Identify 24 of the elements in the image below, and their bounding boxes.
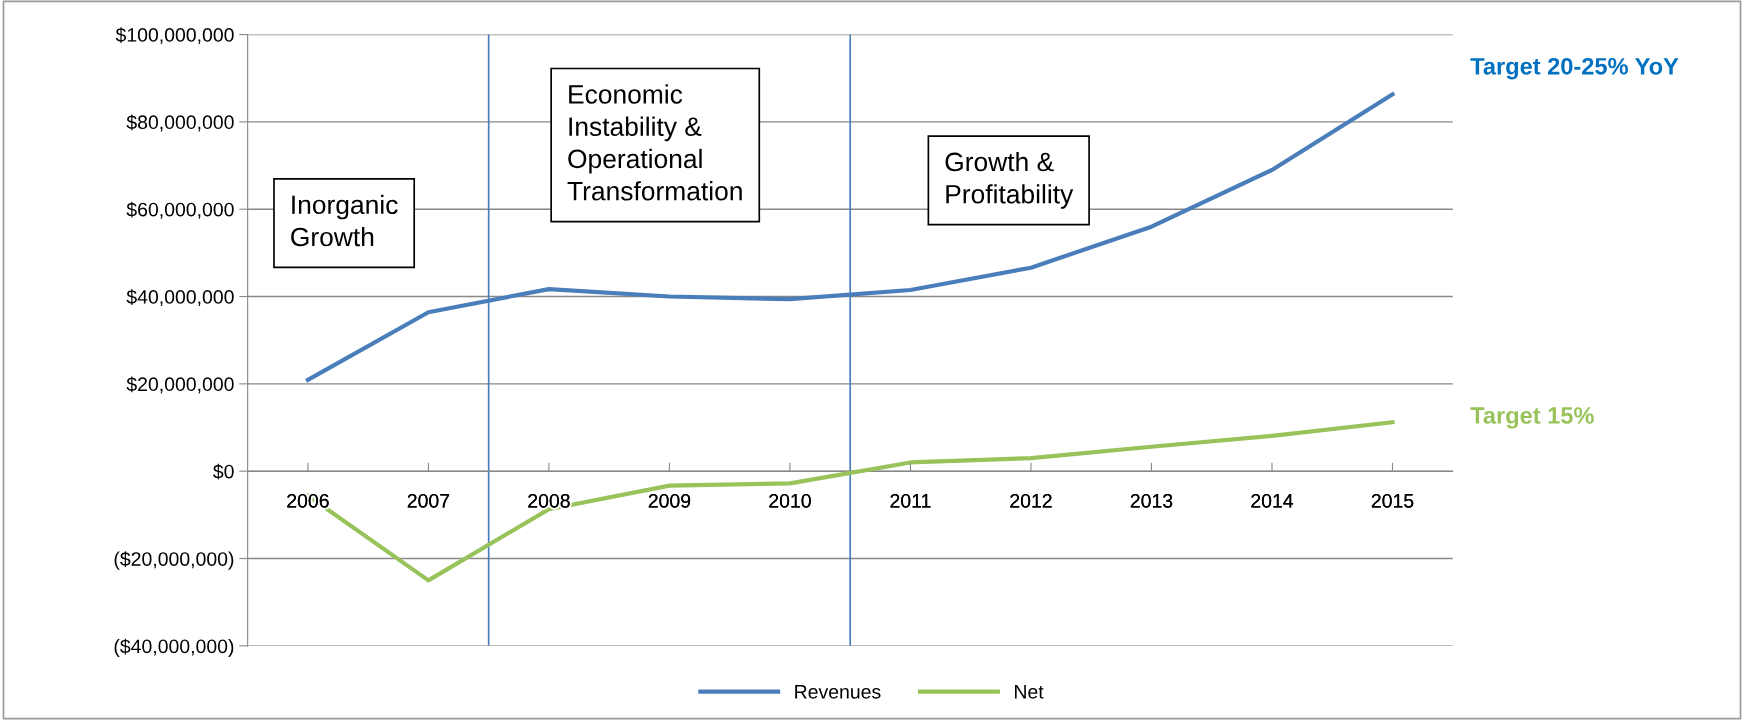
text: Target 15% [1470, 407, 1594, 429]
y-tick-label: ($40,000,000) [114, 638, 234, 658]
x-tick-label: 2014 [1251, 493, 1294, 508]
y-tick-label: $60,000,000 [126, 201, 234, 219]
annotation: Economic Instability & Operational Transformation [567, 84, 742, 201]
x-tick-label: 2008 [528, 493, 570, 508]
text: Target 20-25% YoY [1470, 57, 1679, 80]
legend-label: Revenues [795, 685, 881, 699]
legend-label: Net [1015, 685, 1044, 699]
y-tick-label: $40,000,000 [126, 289, 234, 307]
y-tick-label: $0 [213, 463, 234, 480]
x-tick-label: 2007 [407, 493, 450, 508]
y-tick-label: $100,000,000 [115, 27, 234, 45]
x-tick-label: 2012 [1010, 493, 1052, 508]
y-tick-label: $20,000,000 [126, 376, 234, 394]
annotation: Growth & Profitability [945, 151, 1074, 209]
x-tick-label: 2009 [648, 493, 691, 508]
x-tick-label: 2010 [769, 493, 811, 508]
y-tick-label: $80,000,000 [126, 114, 234, 132]
x-tick-label: 2011 [890, 493, 931, 508]
x-tick-label: 2015 [1371, 493, 1414, 508]
annotation: Inorganic Growth [291, 194, 398, 247]
x-tick-label: 2013 [1130, 493, 1173, 508]
y-tick-label: ($20,000,000) [114, 551, 234, 570]
